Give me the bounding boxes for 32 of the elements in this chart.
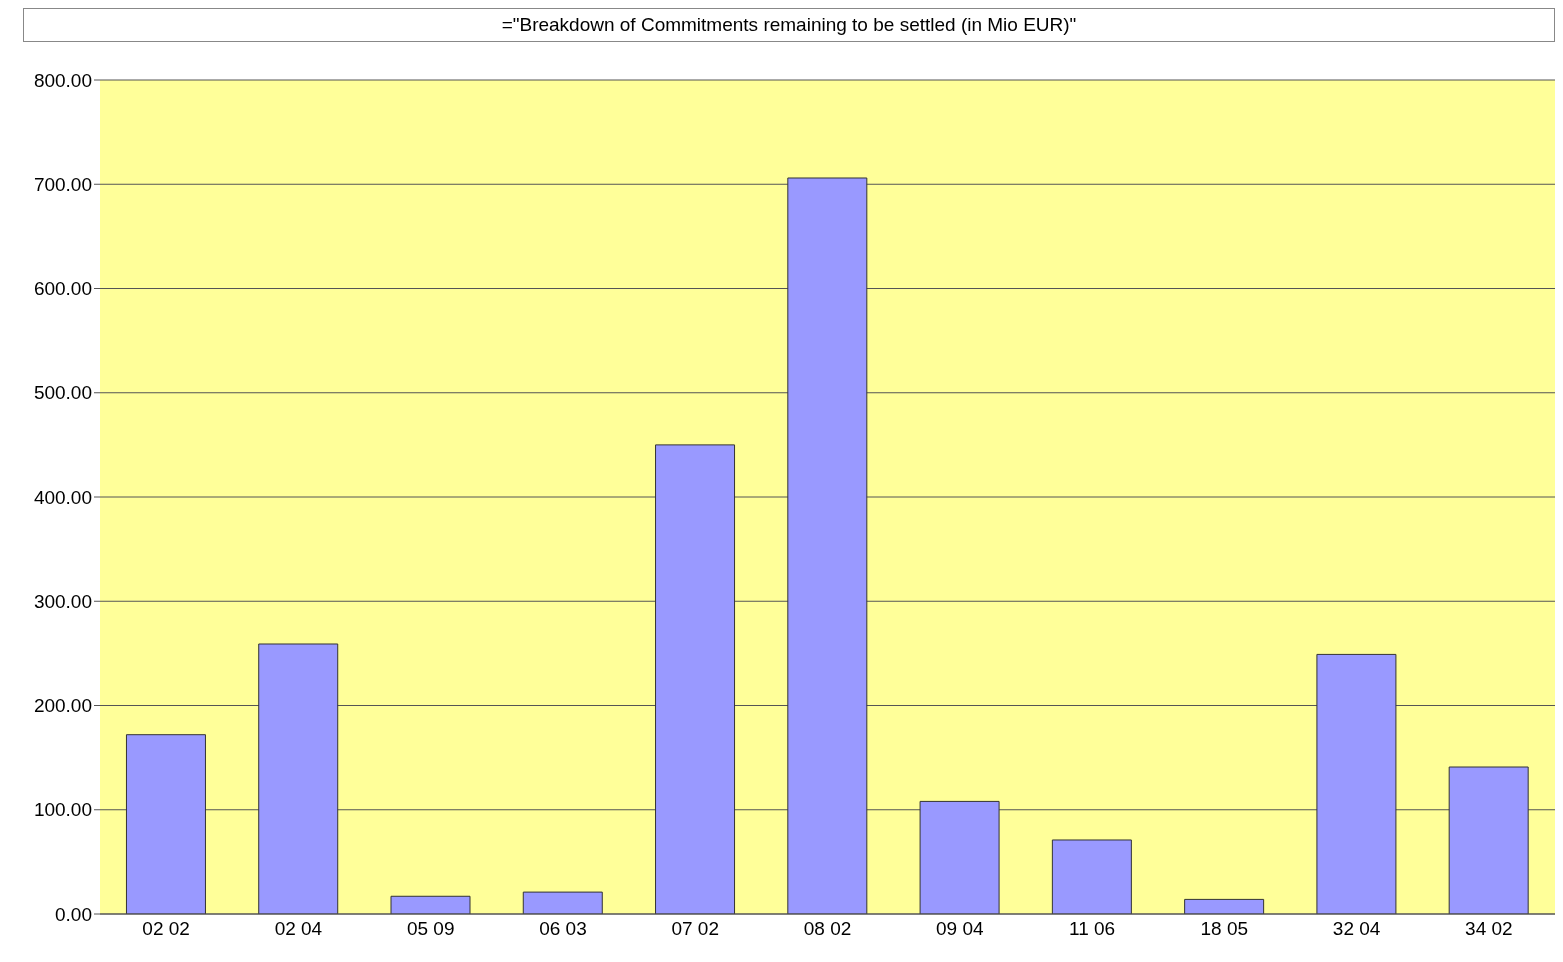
- bar: [258, 643, 339, 914]
- bar: [919, 800, 1000, 914]
- bar: [1448, 766, 1529, 914]
- y-tick-label: 0.00: [55, 903, 92, 925]
- x-tick-label: 32 04: [1332, 918, 1381, 940]
- bar: [1184, 898, 1265, 914]
- bar: [1316, 653, 1397, 914]
- x-tick-label: 06 03: [539, 918, 587, 940]
- x-tick-label: 02 02: [142, 918, 190, 940]
- y-tick-label: 700.00: [33, 173, 92, 195]
- x-tick-label: 11 06: [1068, 918, 1116, 940]
- x-tick-label: 08 02: [803, 918, 852, 940]
- x-tick-label: 34 02: [1465, 918, 1513, 940]
- x-tick-label: 09 04: [936, 918, 984, 940]
- y-tick-label: 200.00: [33, 695, 92, 717]
- x-tick-label: 02 04: [274, 918, 323, 940]
- x-tick-label: 18 05: [1200, 918, 1249, 940]
- y-tick-label: 500.00: [33, 382, 92, 404]
- y-tick-label: 400.00: [33, 486, 92, 508]
- y-tick-label: 600.00: [33, 278, 92, 300]
- bar: [125, 734, 206, 914]
- bar: [787, 177, 868, 914]
- y-tick-label: 800.00: [33, 69, 92, 91]
- chart-title: ="Breakdown of Commitments remaining to be settled (in Mio EUR)": [23, 8, 1555, 42]
- bar: [655, 444, 736, 914]
- bar: [390, 895, 471, 914]
- y-tick-label: 300.00: [33, 590, 92, 612]
- bar: [1051, 839, 1132, 914]
- x-tick-label: 07 02: [671, 918, 719, 940]
- y-tick-label: 100.00: [33, 799, 92, 821]
- bar: [522, 891, 603, 914]
- x-tick-label: 05 09: [406, 918, 455, 940]
